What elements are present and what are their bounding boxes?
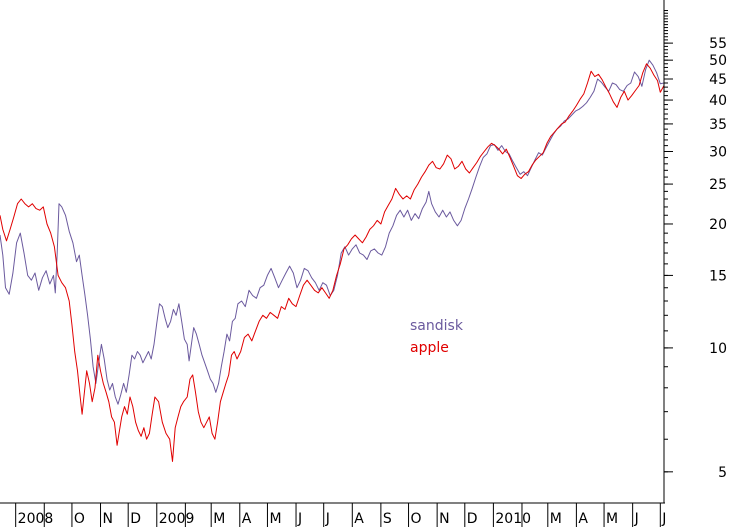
x-tick-label: J (325, 511, 330, 527)
x-tick-label: S (383, 511, 392, 527)
x-tick-label: M (550, 511, 562, 527)
x-tick-label: O (74, 511, 85, 527)
y-tick-label: 20 (709, 217, 727, 233)
x-tick-label: J (634, 511, 639, 527)
x-tick-label: D (467, 511, 478, 527)
legend: sandisk apple (410, 318, 464, 356)
x-tick-label: A (242, 511, 252, 527)
x-tick-label: A (578, 511, 588, 527)
y-tick-label: 30 (709, 144, 727, 160)
series-layer (0, 59, 665, 462)
y-tick-label: 5 (718, 465, 727, 481)
y-tick-label: 10 (709, 341, 727, 357)
x-tick-label: J (661, 511, 666, 527)
legend-label-apple: apple (410, 340, 449, 356)
x-tick-label: O (411, 511, 422, 527)
x-tick-label: M (213, 511, 225, 527)
x-tick-label: J (297, 511, 302, 527)
x-tick-label: M (269, 511, 281, 527)
x-axis: 2008 O N D 2009 M A M J J A S O N D 2010 M A M J J (15, 503, 666, 527)
legend-label-sandisk: sandisk (410, 318, 464, 334)
x-tick-label: M (606, 511, 618, 527)
y-tick-label: 45 (709, 72, 727, 88)
x-tick-label: 2008 (18, 511, 54, 527)
y-tick-label: 35 (709, 117, 727, 133)
y-tick-label: 50 (709, 53, 727, 69)
series-line-apple (0, 63, 665, 462)
y-tick-label: 55 (709, 36, 727, 52)
y-tick-label: 25 (709, 177, 727, 193)
x-tick-label: N (439, 511, 449, 527)
x-tick-label: 2010 (495, 511, 531, 527)
x-tick-label: A (354, 511, 364, 527)
series-line-sandisk (0, 59, 665, 405)
x-tick-label: D (130, 511, 141, 527)
y-tick-label: 40 (709, 93, 727, 109)
x-tick-label: 2009 (159, 511, 195, 527)
y-tick-label: 15 (709, 268, 727, 284)
x-tick-label: N (103, 511, 113, 527)
